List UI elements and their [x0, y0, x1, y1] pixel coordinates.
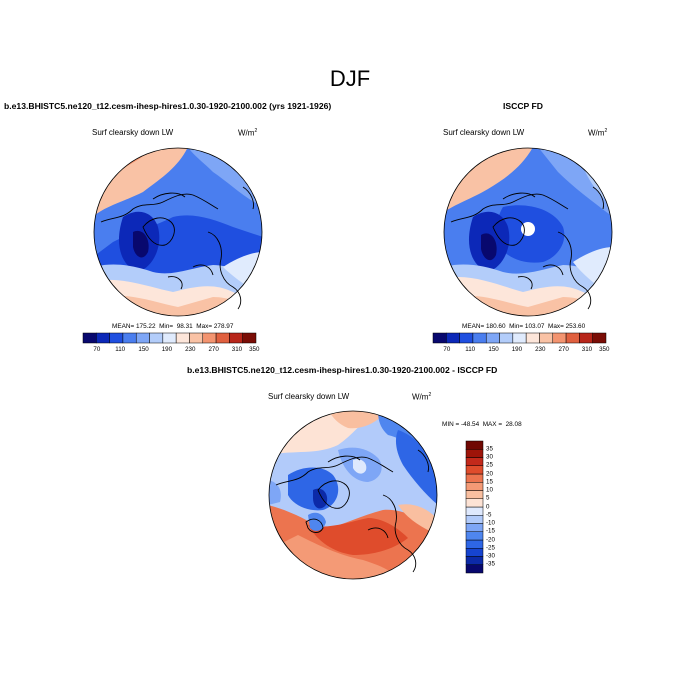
model-cb-tick: 270 [208, 346, 219, 353]
colorbar-swatch [175, 332, 190, 344]
obs-cb-tick: 230 [535, 346, 546, 353]
obs-stats-label: MEAN= 180.60 Min= 103.07 Max= 253.60 [462, 323, 586, 330]
obs-polar-map [443, 147, 613, 317]
colorbar-swatch [579, 332, 593, 344]
diff-cb-tick: -10 [486, 519, 495, 527]
colorbar-swatch [109, 332, 124, 344]
model-cb-tick: 310 [231, 346, 243, 353]
model-polar-map [93, 147, 263, 317]
obs-units-label: W/m2 [588, 128, 608, 138]
colorbar-swatch [465, 498, 484, 508]
obs-cb-tick: 150 [488, 346, 499, 353]
model-cb-tick: 70 [93, 346, 101, 353]
diff-cb-tick: 35 [486, 445, 493, 453]
diff-cb-tick: -25 [486, 544, 495, 552]
model-cb-tick: 350 [249, 346, 260, 353]
colorbar-swatch [465, 515, 484, 524]
colorbar-swatch [465, 531, 484, 541]
model-cb-tick: 110 [115, 346, 126, 353]
diff-cb-tick: -5 [486, 511, 492, 519]
diff-cb-tick: -30 [486, 552, 495, 560]
colorbar-swatch [472, 332, 487, 344]
obs-cb-tick: 190 [511, 346, 523, 353]
diff-cb-tick: 0 [486, 503, 490, 510]
colorbar-swatch [499, 332, 514, 344]
colorbar-swatch [459, 332, 474, 344]
diff-cb-tick: 10 [486, 486, 493, 494]
model-cb-tick: 190 [161, 346, 173, 353]
colorbar-swatch [96, 332, 110, 344]
colorbar-swatch [465, 556, 484, 565]
diff-cb-tick: 20 [486, 470, 493, 477]
obs-cb-tick: 70 [443, 346, 451, 353]
model-units-label: W/m2 [238, 128, 258, 138]
obs-cb-tick: 110 [465, 346, 476, 353]
model-colorbar [82, 332, 257, 344]
colorbar-swatch [135, 332, 150, 344]
colorbar-swatch [539, 332, 554, 344]
diff-cb-tick: 30 [486, 453, 493, 461]
colorbar-swatch [525, 332, 540, 344]
diff-cb-tick: 15 [486, 478, 493, 486]
colorbar-swatch [465, 457, 484, 466]
diff-cb-tick: -20 [486, 536, 495, 543]
diff-cb-tick: 5 [486, 494, 490, 502]
model-cb-tick: 230 [185, 346, 196, 353]
colorbar-swatch [512, 332, 527, 344]
model-variable-label: Surf clearsky down LW [92, 128, 174, 137]
model-panel-title: b.e13.BHISTC5.ne120_t12.cesm-ihesp-hires… [4, 101, 332, 111]
page-title: DJF [329, 66, 371, 91]
colorbar-swatch [592, 332, 607, 344]
diff-panel-title: b.e13.BHISTC5.ne120_t12.cesm-ihesp-hires… [187, 365, 498, 375]
colorbar-swatch [552, 332, 567, 344]
colorbar-swatch [465, 564, 484, 574]
obs-cb-tick: 350 [599, 346, 610, 353]
colorbar-swatch [202, 332, 217, 344]
obs-cb-tick: 270 [558, 346, 569, 353]
model-cb-tick: 150 [138, 346, 149, 353]
colorbar-swatch [446, 332, 460, 344]
colorbar-swatch [465, 482, 484, 491]
diff-colorbar [465, 440, 484, 574]
colorbar-swatch [485, 332, 500, 344]
obs-colorbar [432, 332, 607, 344]
obs-panel-title: ISCCP FD [503, 101, 543, 111]
obs-cb-tick: 310 [581, 346, 593, 353]
diff-stats-label: MIN = -48.54 MAX = 28.08 [442, 421, 522, 428]
colorbar-swatch [565, 332, 580, 344]
colorbar-swatch [465, 473, 484, 483]
model-stats-label: MEAN= 175.22 Min= 98.31 Max= 278.97 [112, 323, 234, 330]
obs-variable-label: Surf clearsky down LW [443, 128, 525, 137]
diff-variable-label: Surf clearsky down LW [268, 392, 350, 401]
colorbar-swatch [122, 332, 137, 344]
colorbar-swatch [215, 332, 230, 344]
diff-units-label: W/m2 [412, 392, 432, 402]
diff-polar-map [268, 410, 438, 580]
colorbar-swatch [82, 332, 97, 344]
diff-cb-tick: -35 [486, 560, 495, 568]
colorbar-swatch [242, 332, 257, 344]
colorbar-swatch [465, 440, 484, 450]
colorbar-swatch [189, 332, 204, 344]
diff-cb-tick: 25 [486, 461, 493, 469]
colorbar-swatch [465, 539, 484, 549]
colorbar-swatch [465, 523, 484, 532]
colorbar-swatch [465, 490, 484, 499]
colorbar-swatch [432, 332, 447, 344]
colorbar-swatch [465, 449, 484, 458]
colorbar-swatch [162, 332, 177, 344]
colorbar-swatch [229, 332, 243, 344]
colorbar-swatch [465, 506, 484, 516]
colorbar-swatch [465, 465, 484, 475]
diff-colorbar-ticks: 35 30 25 20 15 10 5 0 -5 -10 -15 -20 -25… [486, 441, 516, 573]
diff-cb-tick: -15 [486, 527, 495, 535]
colorbar-swatch [465, 548, 484, 557]
colorbar-swatch [149, 332, 164, 344]
